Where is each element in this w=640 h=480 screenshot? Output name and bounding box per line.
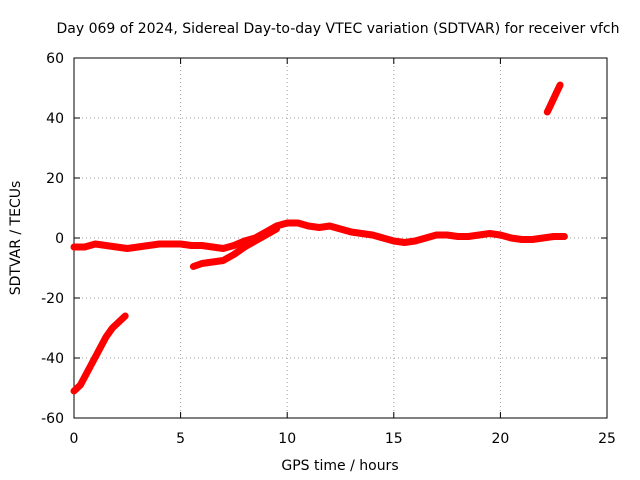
x-tick-label: 5 bbox=[176, 431, 185, 447]
y-axis-label: SDTVAR / TECUs bbox=[8, 181, 24, 296]
x-tick-label: 25 bbox=[598, 431, 616, 447]
y-tick-label: 20 bbox=[46, 171, 64, 187]
x-tick-label: 10 bbox=[278, 431, 296, 447]
x-tick-label: 15 bbox=[385, 431, 403, 447]
x-tick-label: 0 bbox=[70, 431, 79, 447]
data-series bbox=[70, 81, 568, 395]
y-tick-label: 60 bbox=[46, 51, 64, 67]
grid-lines bbox=[74, 58, 607, 418]
x-axis-label: GPS time / hours bbox=[281, 458, 398, 474]
y-tick-label: -20 bbox=[41, 291, 64, 307]
series-line-segment-4 bbox=[543, 81, 564, 116]
y-tick-label: -40 bbox=[41, 351, 64, 367]
y-tick-label: 40 bbox=[46, 111, 64, 127]
y-tick-label: 0 bbox=[55, 231, 64, 247]
axis-ticks: 0 5 10 15 20 25 -60 -40 -20 0 20 40 60 bbox=[41, 51, 616, 447]
series-line-segment-1 bbox=[70, 312, 129, 395]
y-tick-label: -60 bbox=[41, 411, 64, 427]
chart-title: Day 069 of 2024, Sidereal Day-to-day VTE… bbox=[56, 21, 619, 37]
x-tick-label: 20 bbox=[491, 431, 509, 447]
series-line-segment-3 bbox=[189, 225, 280, 270]
series-line-segment-2 bbox=[70, 219, 568, 252]
